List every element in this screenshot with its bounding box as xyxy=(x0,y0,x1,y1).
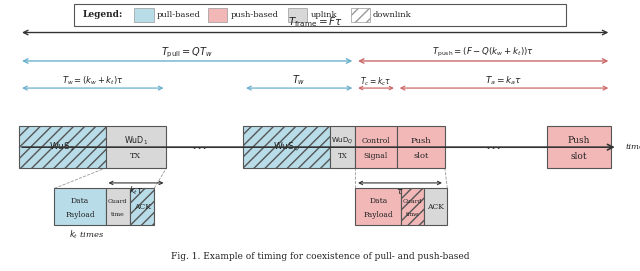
Text: Data: Data xyxy=(71,197,89,205)
Text: $\mathrm{WuD}_1$: $\mathrm{WuD}_1$ xyxy=(124,134,148,147)
Bar xyxy=(54,188,106,225)
Bar xyxy=(106,188,130,225)
Text: Payload: Payload xyxy=(364,211,393,219)
Text: Legend:: Legend: xyxy=(83,10,123,20)
Text: $T_a = k_a\tau$: $T_a = k_a\tau$ xyxy=(485,74,523,87)
Bar xyxy=(288,8,307,22)
Text: time: time xyxy=(406,212,420,217)
Text: Guard: Guard xyxy=(108,199,127,204)
Text: $T_\mathrm{pull} = QT_w$: $T_\mathrm{pull} = QT_w$ xyxy=(161,45,213,60)
Bar xyxy=(19,126,106,168)
Text: $k_t$ times: $k_t$ times xyxy=(69,228,104,241)
Text: $\mathrm{WuS}_1$: $\mathrm{WuS}_1$ xyxy=(49,141,76,153)
Text: TX: TX xyxy=(337,152,348,160)
Text: Fig. 1. Example of timing for coexistence of pull- and push-based: Fig. 1. Example of timing for coexistenc… xyxy=(171,251,469,261)
Bar xyxy=(243,126,330,168)
Text: slot: slot xyxy=(571,152,588,161)
Bar xyxy=(397,126,445,168)
Text: $\mathrm{WuD}_Q$: $\mathrm{WuD}_Q$ xyxy=(331,136,354,146)
Text: Data: Data xyxy=(369,197,387,205)
Text: downlink: downlink xyxy=(373,11,412,19)
Text: Push: Push xyxy=(410,137,431,145)
Bar xyxy=(130,188,154,225)
Text: Push: Push xyxy=(568,136,591,145)
Bar xyxy=(208,8,227,22)
Text: Guard: Guard xyxy=(403,199,422,204)
Bar xyxy=(351,8,370,22)
Text: time: time xyxy=(625,143,640,151)
Text: push-based: push-based xyxy=(230,11,278,19)
Bar xyxy=(134,8,154,22)
Text: Control: Control xyxy=(362,137,390,145)
Text: TX: TX xyxy=(131,152,141,160)
Bar xyxy=(355,188,401,225)
Text: slot: slot xyxy=(413,152,429,160)
Bar xyxy=(401,188,424,225)
Text: Payload: Payload xyxy=(65,211,95,219)
Bar xyxy=(424,188,447,225)
Text: pull-based: pull-based xyxy=(157,11,201,19)
Text: $k_t\tau$: $k_t\tau$ xyxy=(129,185,143,197)
Text: uplink: uplink xyxy=(310,11,337,19)
Text: $T_\mathrm{frame} = F\tau$: $T_\mathrm{frame} = F\tau$ xyxy=(287,15,343,29)
Text: $T_\mathrm{push} = (F - Q(k_w + k_t))\tau$: $T_\mathrm{push} = (F - Q(k_w + k_t))\ta… xyxy=(432,46,534,59)
Text: $\cdots$: $\cdots$ xyxy=(191,140,206,154)
Bar xyxy=(330,126,355,168)
Text: time: time xyxy=(111,212,125,217)
Bar xyxy=(74,4,566,26)
Text: $\tau$: $\tau$ xyxy=(396,186,404,196)
Text: $T_w$: $T_w$ xyxy=(292,74,306,87)
Text: $\mathrm{WuS}_Q$: $\mathrm{WuS}_Q$ xyxy=(273,141,300,153)
Text: ACK: ACK xyxy=(428,203,444,211)
Bar xyxy=(547,126,611,168)
Text: $T_w = (k_w + k_t)\tau$: $T_w = (k_w + k_t)\tau$ xyxy=(62,74,124,87)
Text: Signal: Signal xyxy=(364,152,388,160)
Bar xyxy=(106,126,166,168)
Bar xyxy=(355,126,397,168)
Text: $\cdots$: $\cdots$ xyxy=(485,140,500,154)
Text: ACK: ACK xyxy=(134,203,150,211)
Text: $T_c = k_c\tau$: $T_c = k_c\tau$ xyxy=(360,75,392,88)
